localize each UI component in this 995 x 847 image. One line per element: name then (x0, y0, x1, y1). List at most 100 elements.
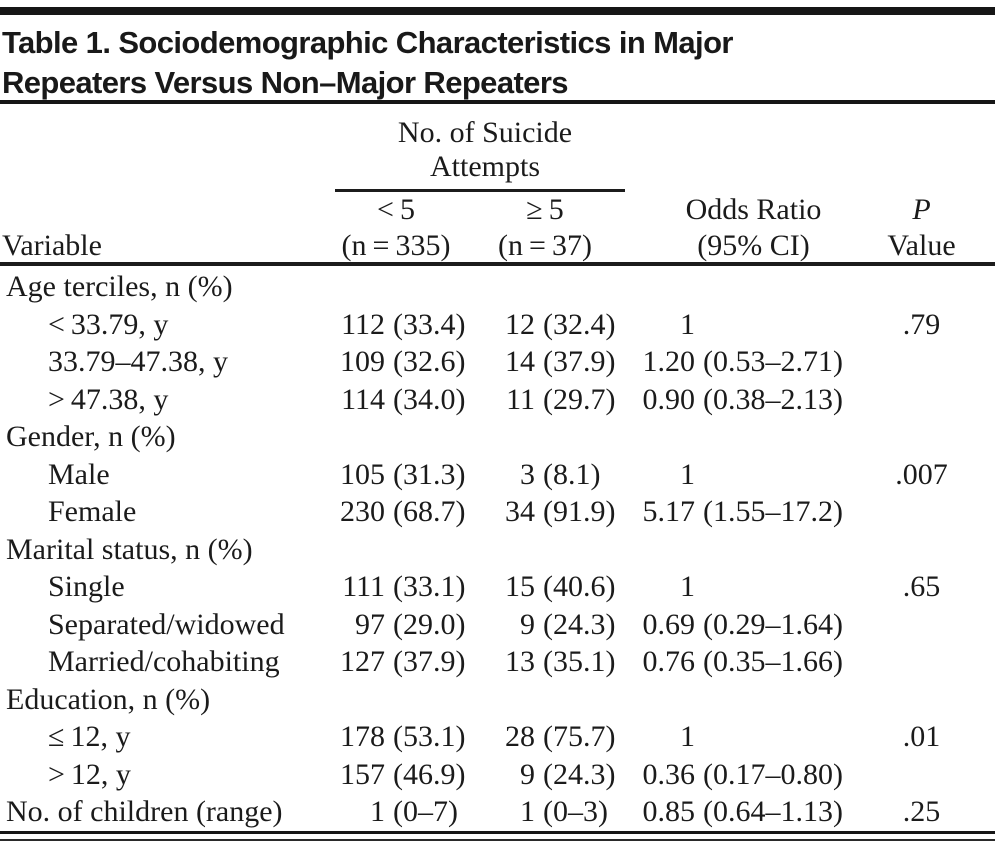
header-p: P (912, 193, 931, 226)
cell-p-value (868, 756, 975, 794)
table-body: Age terciles, n (%) < 33.79, y 112 (33.4)… (0, 268, 995, 831)
cell-or-value: 1 (680, 720, 695, 753)
header-lt5: < 5 (377, 193, 415, 226)
cell-lt5: 112 (33.4) (335, 306, 487, 344)
cell-lt5: 97 (29.0) (335, 606, 487, 644)
table-title-line2: Repeaters Versus Non–Major Repeaters (2, 65, 569, 100)
cell-p-value: .007 (895, 457, 948, 491)
cell-lt5-count: 178 (340, 720, 385, 753)
cell-ge5: 9 (24.3) (487, 756, 625, 794)
cell-ge5: 34 (91.9) (487, 493, 625, 531)
cell-lt5-count: 112 (341, 307, 385, 341)
cell-or-ci: (0.35–1.66) (703, 645, 843, 678)
cell-ge5-count: 13 (505, 645, 535, 678)
cell-lt5-percent: (31.3) (393, 457, 466, 491)
cell-lt5-percent: (33.1) (393, 570, 466, 603)
cell-or-value: 0.69 (642, 607, 696, 641)
cell-ge5 (487, 268, 625, 306)
cell-ge5-count: 12 (505, 307, 535, 341)
cell-lt5: 230 (68.7) (335, 493, 487, 531)
cell-lt5 (335, 681, 487, 719)
cell-variable: > 12, y (48, 757, 131, 791)
cell-ge5: 1 (0–3) (487, 793, 625, 831)
cell-ge5-count: 28 (505, 720, 535, 753)
cell-odds-ratio: 0.85 (0.64–1.13) (625, 793, 868, 831)
cell-ge5-count: 3 (520, 457, 535, 491)
table-row: > 47.38, y 114 (34.0) 11 (29.7) 0.90 (0.38–… (0, 381, 975, 419)
cell-or-value: 0.36 (642, 757, 696, 791)
cell-or-ci: (0.64–1.13) (703, 795, 843, 828)
cell-variable: Separated/widowed (48, 607, 285, 641)
cell-variable: Single (48, 570, 125, 603)
table-row: Male 105 (31.3) 3 (8.1) 1 .007 (0, 456, 975, 494)
cell-ge5-count: 15 (505, 570, 535, 603)
table-row: Marital status, n (%) (0, 531, 975, 569)
header-ge5: ≥ 5 (526, 193, 564, 226)
cell-variable: Male (48, 457, 110, 491)
cell-lt5-count: 157 (340, 757, 385, 791)
cell-lt5: 105 (31.3) (335, 456, 487, 494)
table-row: ≤ 12, y 178 (53.1) 28 (75.7) 1 .01 (0, 718, 975, 756)
cell-p-value (868, 343, 975, 381)
cell-lt5: 109 (32.6) (335, 343, 487, 381)
cell-lt5-percent: (34.0) (393, 382, 466, 416)
cell-ge5-percent: (91.9) (543, 495, 616, 528)
table-header: No. of Suicide Attempts < 5 ≥ 5 Odds Rat… (0, 112, 995, 264)
cell-odds-ratio: 0.69 (0.29–1.64) (625, 606, 868, 644)
cell-lt5-percent: (68.7) (393, 495, 466, 528)
cell-or-value: 1.20 (642, 345, 696, 378)
header-rule (0, 262, 995, 266)
table-row: Single 111 (33.1) 15 (40.6) 1 .65 (0, 568, 975, 606)
cell-or-ci: (0.17–0.80) (703, 757, 843, 791)
cell-lt5-percent: (37.9) (393, 645, 466, 678)
cell-variable: Gender, n (%) (6, 420, 176, 453)
cell-lt5: 127 (37.9) (335, 643, 487, 681)
cell-lt5-percent: (0–7) (393, 795, 458, 828)
cell-ge5-count: 14 (505, 345, 535, 378)
table-row: Gender, n (%) (0, 418, 975, 456)
cell-variable: < 33.79, y (48, 307, 169, 341)
cell-ge5: 3 (8.1) (487, 456, 625, 494)
cell-lt5-percent: (29.0) (393, 607, 466, 641)
header-line1: < 5 ≥ 5 Odds Ratio P (0, 192, 975, 228)
header-line2: Variable (n = 335) (n = 37) (95% CI) Val… (0, 228, 975, 264)
cell-variable: > 47.38, y (48, 382, 169, 416)
header-p-value: Value (887, 229, 956, 262)
cell-ge5-count: 9 (520, 757, 535, 791)
header-variable-spacer (0, 192, 335, 228)
cell-or-value: 1 (680, 457, 695, 491)
cell-p-value (868, 493, 975, 531)
cell-lt5-count: 1 (370, 795, 385, 828)
cell-odds-ratio (625, 418, 868, 456)
cell-odds-ratio: 0.90 (0.38–2.13) (625, 381, 868, 419)
cell-ge5-percent: (29.7) (543, 382, 616, 416)
cell-or-ci: (0.38–2.13) (703, 382, 843, 416)
cell-variable: Education, n (%) (6, 682, 211, 716)
cell-or-ci: (0.29–1.64) (703, 607, 843, 641)
cell-lt5-count: 111 (342, 570, 385, 603)
cell-p-value (868, 643, 975, 681)
cell-p-value: .01 (902, 720, 941, 753)
cell-lt5-count: 109 (340, 345, 385, 378)
cell-lt5: 178 (53.1) (335, 718, 487, 756)
cell-odds-ratio: 0.76 (0.35–1.66) (625, 643, 868, 681)
table-title: Table 1. Sociodemographic Characteristic… (2, 23, 992, 103)
cell-or-ci: (0.53–2.71) (703, 345, 843, 378)
cell-variable: 33.79–47.38, y (48, 345, 228, 378)
cell-lt5 (335, 268, 487, 306)
header-odds-ratio-ci: (95% CI) (697, 229, 810, 262)
cell-p-value (868, 681, 975, 719)
cell-lt5: 111 (33.1) (335, 568, 487, 606)
cell-or-value: 0.76 (642, 645, 696, 678)
cell-variable: ≤ 12, y (48, 720, 131, 753)
table-row: Female 230 (68.7) 34 (91.9) 5.17 (1.55–17.2… (0, 493, 975, 531)
cell-lt5 (335, 418, 487, 456)
cell-p-value: .79 (902, 307, 941, 341)
spanner-row: No. of Suicide Attempts (0, 112, 975, 192)
cell-p-value: .25 (902, 795, 941, 828)
cell-variable: Married/cohabiting (48, 645, 280, 678)
cell-odds-ratio: 1 (625, 456, 868, 494)
table-row: No. of children (range) 1 (0–7) 1 (0–3) 0.… (0, 793, 975, 831)
cell-odds-ratio (625, 681, 868, 719)
cell-or-value: 0.90 (642, 382, 696, 416)
